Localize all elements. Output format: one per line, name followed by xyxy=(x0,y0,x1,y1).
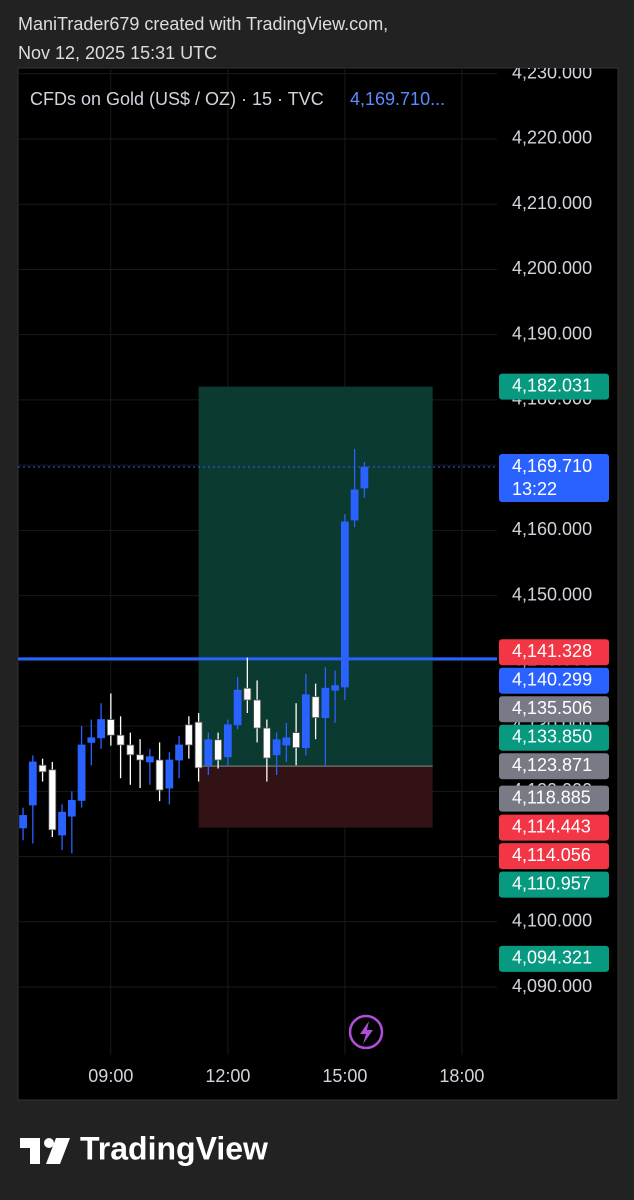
y-tick-label: 4,200.000 xyxy=(512,258,592,278)
candle-body xyxy=(38,764,47,773)
y-tick-label: 4,090.000 xyxy=(512,976,592,996)
price-label: 4,169.710 13:22 xyxy=(499,454,609,503)
candle-body xyxy=(331,685,340,691)
price-label: 4,123.871 xyxy=(499,753,609,780)
candle-body xyxy=(360,466,369,489)
price-label: 4,094.321 xyxy=(499,945,609,972)
candle-body xyxy=(145,756,154,763)
price-label-box xyxy=(499,945,609,972)
candle-body xyxy=(292,732,301,749)
price-label-text: 4,118.885 xyxy=(512,787,591,807)
candle-body xyxy=(321,687,330,719)
price-label: 4,135.506 xyxy=(499,696,609,723)
price-label-box xyxy=(499,753,609,780)
legend-title: CFDs on Gold (US$ / OZ) · 15 · TVC xyxy=(30,89,324,109)
price-label-text: 4,110.957 xyxy=(512,873,591,893)
price-label-text: 4,094.321 xyxy=(512,948,592,968)
brand: TradingView xyxy=(80,1130,268,1166)
price-label: 4,133.850 xyxy=(499,724,609,751)
x-tick-label: 09:00 xyxy=(88,1066,133,1086)
price-label-text: 4,114.056 xyxy=(512,845,591,865)
y-tick-label: 4,210.000 xyxy=(512,193,592,213)
logo xyxy=(20,1138,70,1164)
candle-body xyxy=(340,521,349,688)
x-tick-label: 15:00 xyxy=(322,1066,367,1086)
price-label-text: 4,123.871 xyxy=(512,755,592,775)
price-label: 4,140.299 xyxy=(499,667,609,694)
candle-body xyxy=(233,689,242,726)
candle-body xyxy=(272,739,281,756)
price-label-box xyxy=(499,696,609,723)
price-label: 4,114.056 xyxy=(499,843,609,870)
candle-body xyxy=(214,739,223,761)
candle-body xyxy=(282,737,291,746)
candle-body xyxy=(97,719,105,739)
price-label: 4,182.031 xyxy=(499,373,609,400)
candle-body xyxy=(301,694,310,749)
candle-body xyxy=(204,739,213,766)
candle-body xyxy=(87,737,96,743)
legend-price: 4,169.710... xyxy=(350,89,445,109)
price-label-box xyxy=(499,639,609,666)
candle-body xyxy=(184,724,193,746)
candle-body xyxy=(136,754,144,761)
x-tick-label: 12:00 xyxy=(205,1066,250,1086)
countdown: 13:22 xyxy=(512,479,557,499)
price-label-box xyxy=(499,667,609,694)
y-tick-label: 4,190.000 xyxy=(512,323,592,343)
y-tick-label: 4,230.000 xyxy=(512,62,592,82)
price-label: 4,114.443 xyxy=(499,814,609,841)
price-label: 4,118.885 xyxy=(499,785,609,812)
header-line: Nov 12, 2025 15:31 UTC xyxy=(18,43,217,63)
price-label: 4,141.328 xyxy=(499,639,609,666)
candle-body xyxy=(243,687,252,701)
price-label-text: 4,169.710 xyxy=(512,456,592,476)
candle-body xyxy=(19,815,27,829)
candle-body xyxy=(223,724,232,758)
candle-body xyxy=(58,811,66,836)
candle-body xyxy=(311,696,320,719)
price-label-text: 4,135.506 xyxy=(512,698,592,718)
y-tick-label: 4,150.000 xyxy=(512,584,592,604)
price-label-box xyxy=(499,871,609,898)
price-label-text: 4,140.299 xyxy=(512,669,592,689)
candle-body xyxy=(77,744,86,801)
price-label-box xyxy=(499,724,609,751)
candle-body xyxy=(48,769,57,831)
loss-zone xyxy=(198,766,433,828)
candle-body xyxy=(106,719,115,736)
price-label: 4,110.957 xyxy=(499,871,609,898)
price-label-text: 4,133.850 xyxy=(512,726,592,746)
candle-body xyxy=(194,721,203,769)
price-label-box xyxy=(499,814,609,841)
alert-icon[interactable] xyxy=(348,1014,384,1050)
price-label-text: 4,182.031 xyxy=(512,375,592,395)
x-tick-label: 18:00 xyxy=(439,1066,484,1086)
price-label-box xyxy=(499,843,609,870)
candle-body xyxy=(126,744,135,756)
candle-body xyxy=(165,759,174,789)
candle-body xyxy=(253,699,262,729)
header-backdrop xyxy=(0,0,634,66)
candle-body xyxy=(155,759,164,791)
price-label-text: 4,114.443 xyxy=(512,816,591,836)
price-label-box xyxy=(499,373,609,400)
price-label-text: 4,141.328 xyxy=(512,641,592,661)
y-tick-label: 4,100.000 xyxy=(512,911,592,931)
price-label-box xyxy=(499,454,609,503)
price-label-box xyxy=(499,785,609,812)
y-tick-label: 4,220.000 xyxy=(512,128,592,148)
candle-body xyxy=(350,489,359,521)
candle-body xyxy=(175,744,183,761)
candle-body xyxy=(262,727,271,759)
candle-body xyxy=(28,761,37,806)
header-line: ManiTrader679 created with TradingView.c… xyxy=(18,14,388,34)
y-tick-label: 4,160.000 xyxy=(512,519,592,539)
candle-body xyxy=(116,734,125,746)
candle-body xyxy=(67,800,76,817)
